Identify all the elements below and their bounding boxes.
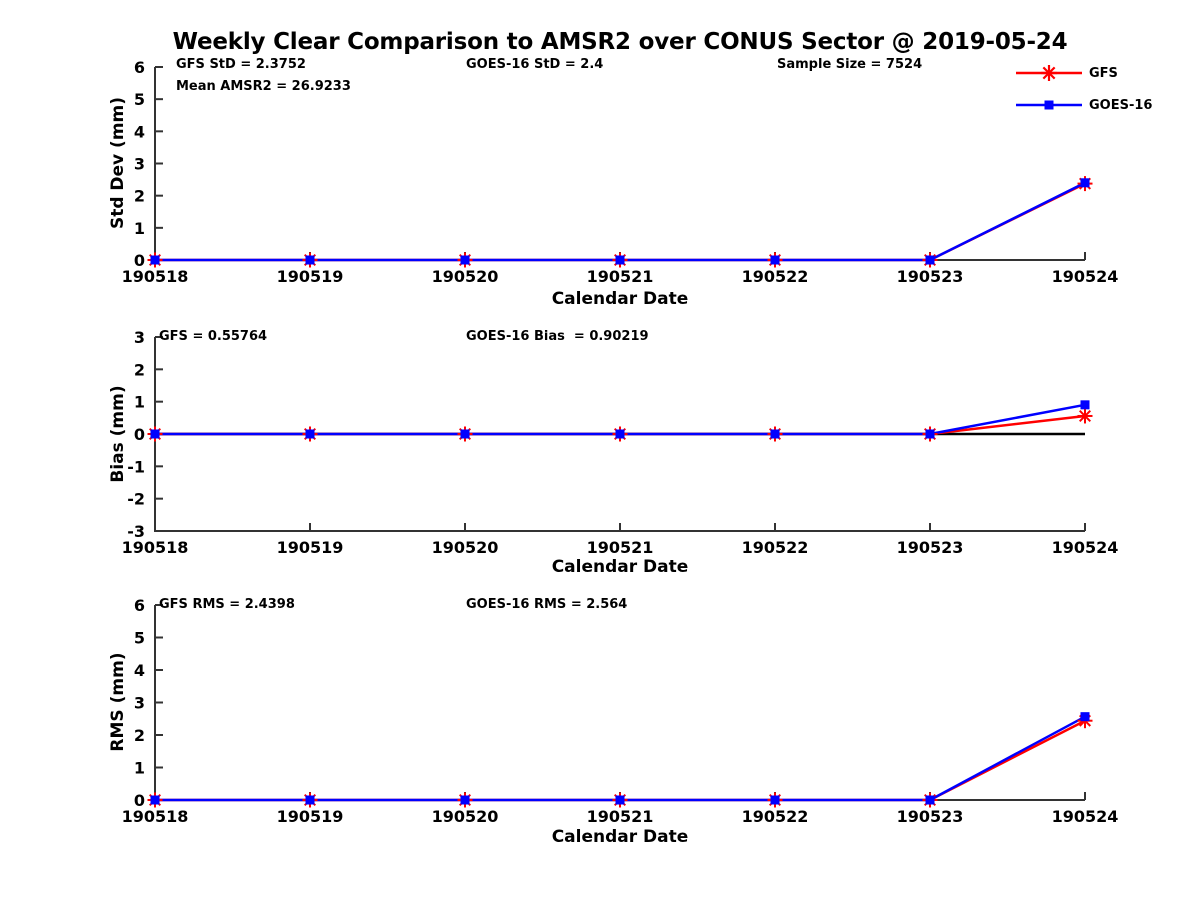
marker-square-GOES-16 (770, 429, 780, 439)
y-tick-label: 6 (134, 58, 145, 77)
y-tick-label: 5 (134, 90, 145, 109)
x-tick-label: 190520 (432, 807, 499, 826)
x-tick-label: 190522 (742, 807, 809, 826)
series-line-GOES-16 (155, 181, 1086, 262)
y-tick-label: 0 (134, 251, 145, 270)
marker-square-GOES-16 (615, 429, 625, 439)
marker-square-GOES-16 (460, 795, 470, 805)
marker-square-GOES-16 (150, 795, 160, 805)
marker-asterisk-GFS (1042, 66, 1056, 80)
marker-square-GOES-16 (770, 255, 780, 265)
y-tick-label: 0 (134, 791, 145, 810)
marker-square-GOES-16 (305, 795, 315, 805)
axis-std-dev-panel (154, 67, 1085, 261)
x-tick-label: 190521 (587, 538, 654, 557)
y-tick-label: 3 (134, 328, 145, 347)
marker-square-GOES-16 (1080, 400, 1090, 410)
goes16-line-marker-swatch (1016, 100, 1082, 110)
marker-square-GOES-16 (460, 255, 470, 265)
y-tick-label: -1 (127, 457, 145, 476)
x-tick-label: 190521 (587, 267, 654, 286)
marker-asterisk-GFS (1078, 409, 1092, 422)
legend-item-gfs: GFS (1016, 65, 1152, 81)
gfs-line-marker-swatch (1016, 65, 1082, 81)
y-tick-label: -3 (127, 522, 145, 541)
marker-square-GOES-16 (1044, 100, 1054, 110)
y-tick-label: 1 (134, 219, 145, 238)
y-tick-label: 1 (134, 759, 145, 778)
annotation-gfs-bias: GFS = 0.55764 (159, 329, 268, 344)
y-tick-label: 3 (134, 694, 145, 713)
annotation-goes-bias: GOES-16 Bias = 0.90219 (466, 329, 649, 344)
marker-square-GOES-16 (150, 429, 160, 439)
marker-square-GOES-16 (925, 795, 935, 805)
x-axis-label-std-dev: Calendar Date (551, 289, 689, 309)
subplot-bias-panel: -3 -2 -1 0 1 2 3 190518 190519 190520 190521 190522… (122, 328, 1119, 557)
y-tick-label: 5 (134, 629, 145, 648)
annotation-gfs-std: GFS StD = 2.3752 (176, 57, 306, 72)
annotation-goes-rms: GOES-16 RMS = 2.564 (466, 597, 628, 612)
y-tick-label: 4 (134, 122, 145, 141)
y-tick-label: -2 (127, 490, 145, 509)
y-axis-label-bias: Bias (mm) (108, 385, 128, 483)
y-tick-label: 3 (134, 155, 145, 174)
y-tick-label: 6 (134, 596, 145, 615)
marker-square-GOES-16 (925, 255, 935, 265)
x-tick-label: 190520 (432, 267, 499, 286)
legend-label-gfs: GFS (1089, 65, 1118, 81)
marker-square-GOES-16 (615, 255, 625, 265)
chart-title: Weekly Clear Comparison to AMSR2 over CO… (172, 29, 1068, 55)
x-tick-label: 190521 (587, 807, 654, 826)
x-tick-label: 190519 (277, 807, 344, 826)
axis-rms-panel (154, 605, 1085, 801)
annotation-goes-std: GOES-16 StD = 2.4 (466, 57, 604, 72)
x-tick-label: 190524 (1052, 538, 1119, 557)
y-tick-label: 4 (134, 661, 145, 680)
x-tick-label: 190520 (432, 538, 499, 557)
y-tick-label: 0 (134, 425, 145, 444)
marker-square-GOES-16 (770, 795, 780, 805)
x-tick-label: 190524 (1052, 807, 1119, 826)
series-line-GOES-16 (155, 715, 1086, 802)
y-axis-label-rms: RMS (mm) (108, 652, 128, 752)
y-tick-label: 2 (134, 360, 145, 379)
x-tick-label: 190523 (897, 807, 964, 826)
marker-square-GOES-16 (925, 429, 935, 439)
x-tick-label: 190523 (897, 267, 964, 286)
y-tick-label: 2 (134, 726, 145, 745)
marker-square-GOES-16 (305, 429, 315, 439)
x-tick-label: 190519 (277, 267, 344, 286)
x-tick-label: 190518 (122, 807, 189, 826)
x-tick-label: 190523 (897, 538, 964, 557)
legend: GFS GOES-16 (1016, 65, 1152, 113)
x-axis-label-bias: Calendar Date (551, 557, 689, 577)
y-axis-label-std-dev: Std Dev (mm) (108, 96, 128, 230)
marker-square-GOES-16 (305, 255, 315, 265)
x-tick-label: 190524 (1052, 267, 1119, 286)
x-tick-label: 190518 (122, 267, 189, 286)
legend-label-goes16: GOES-16 (1089, 97, 1153, 113)
x-tick-label: 190518 (122, 538, 189, 557)
subplot-rms-panel: 0 1 2 3 4 5 6 190518 190519 190520 190521 190522 190… (122, 596, 1119, 826)
x-tick-label: 190519 (277, 538, 344, 557)
series-line-GFS (155, 182, 1086, 262)
annotation-gfs-rms: GFS RMS = 2.4398 (159, 597, 295, 612)
annotation-sample-size: Sample Size = 7524 (777, 57, 923, 72)
marker-square-GOES-16 (460, 429, 470, 439)
series-line-GFS (155, 719, 1086, 802)
marker-square-GOES-16 (150, 255, 160, 265)
marker-square-GOES-16 (1080, 178, 1090, 188)
x-tick-label: 190522 (742, 538, 809, 557)
legend-item-goes16: GOES-16 (1016, 97, 1152, 113)
marker-square-GOES-16 (615, 795, 625, 805)
x-axis-label-rms: Calendar Date (551, 827, 689, 847)
x-tick-label: 190522 (742, 267, 809, 286)
y-tick-label: 2 (134, 187, 145, 206)
subplot-std-dev-panel: 0 1 2 3 4 5 6 190518 190519 190520 190521 190522 190… (122, 58, 1119, 286)
marker-square-GOES-16 (1080, 712, 1090, 722)
y-tick-label: 1 (134, 393, 145, 412)
annotation-mean-amsr2: Mean AMSR2 = 26.9233 (176, 79, 351, 94)
